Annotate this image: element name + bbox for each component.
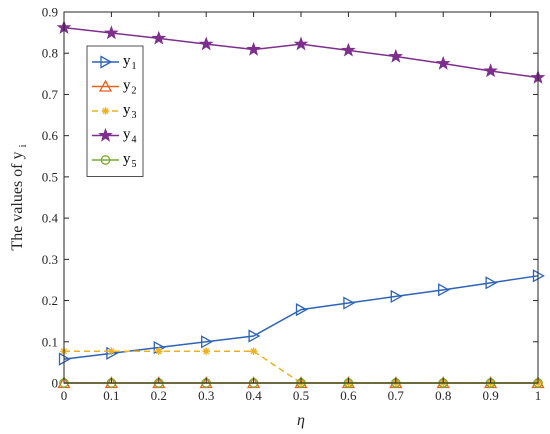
series-y1-point xyxy=(485,276,498,290)
y-tick-label: 0.1 xyxy=(42,334,58,349)
y-tick-label: 0.9 xyxy=(42,5,58,20)
legend-entry-y4: y4 xyxy=(92,127,137,146)
legend-label: y3 xyxy=(123,102,137,121)
y-axis-label: The values of y i xyxy=(9,144,29,250)
legend-label: y1 xyxy=(123,53,137,72)
series-y4-point xyxy=(435,55,451,70)
legend-marker xyxy=(100,155,111,165)
axes xyxy=(63,11,539,384)
y-tick-label: 0 xyxy=(52,376,59,391)
y-tick-label: 0.6 xyxy=(42,128,59,143)
series-y4-point xyxy=(341,42,356,57)
tick-labels: 0 0.1 0.2 0.3 0.4 0.5 0.6 0.7 0.8 0.9 1 0 0.1 0.2 0.3 0… xyxy=(42,5,542,404)
x-tick-label: 0 xyxy=(61,388,68,403)
x-tick-label: 0.4 xyxy=(245,388,262,403)
series-y1-point xyxy=(390,289,403,304)
legend-marker xyxy=(100,55,113,69)
series-y1-point xyxy=(248,329,261,343)
series-y4-point xyxy=(104,25,119,40)
legend-entry-y5: y5 xyxy=(92,151,137,170)
legend-entry-y1: y1 xyxy=(92,53,137,72)
series-y1-point xyxy=(295,303,308,317)
legend-entry-y3: y3 xyxy=(92,102,137,121)
series-y4-point xyxy=(293,36,309,51)
series-y4-point xyxy=(151,30,167,45)
series-y4-point xyxy=(483,63,498,78)
legend-marker xyxy=(101,107,110,115)
legend-marker xyxy=(98,79,113,92)
y-tick-label: 0.7 xyxy=(42,87,59,102)
x-tick-label: 0.8 xyxy=(435,388,451,403)
legend-entry-y2: y2 xyxy=(92,78,137,97)
x-tick-label: 0.2 xyxy=(151,388,167,403)
x-tick-label: 0.6 xyxy=(340,388,357,403)
series-y3-point xyxy=(249,347,258,356)
x-tick-label: 0.9 xyxy=(482,388,498,403)
series-y4-point xyxy=(388,48,404,63)
y-tick-label: 0.3 xyxy=(42,252,58,267)
y-axis-label-main: The values of y xyxy=(9,151,26,250)
legend-label: y5 xyxy=(123,151,137,170)
series-y1-point xyxy=(201,335,214,349)
series-y1-point xyxy=(438,283,451,297)
legend-label: y4 xyxy=(123,127,137,146)
series-y4-point xyxy=(246,41,261,56)
series-y3-point xyxy=(155,347,163,356)
series-y3-point xyxy=(202,347,210,356)
series-y1-point xyxy=(343,296,356,310)
x-tick-label: 0.1 xyxy=(103,388,119,403)
y-tick-label: 0.2 xyxy=(42,293,58,308)
y-tick-label: 0.5 xyxy=(42,169,58,184)
x-tick-label: 1 xyxy=(535,388,542,403)
series-y4-point xyxy=(198,36,214,51)
x-tick-label: 0.3 xyxy=(198,388,214,403)
series-y1-line xyxy=(63,275,539,360)
legend-marker xyxy=(98,127,113,142)
y-tick-label: 0.8 xyxy=(42,46,58,61)
series-y3-point xyxy=(107,347,116,356)
y-tick-label: 0.4 xyxy=(42,211,59,226)
x-axis-label: η xyxy=(297,412,305,429)
x-tick-label: 0.5 xyxy=(293,388,309,403)
legend: y1 y2 y3 y4 y5 xyxy=(86,45,144,177)
legend-label: y2 xyxy=(123,78,137,97)
y-axis-label-subscript: i xyxy=(17,144,29,147)
x-tick-label: 0.7 xyxy=(388,388,405,403)
